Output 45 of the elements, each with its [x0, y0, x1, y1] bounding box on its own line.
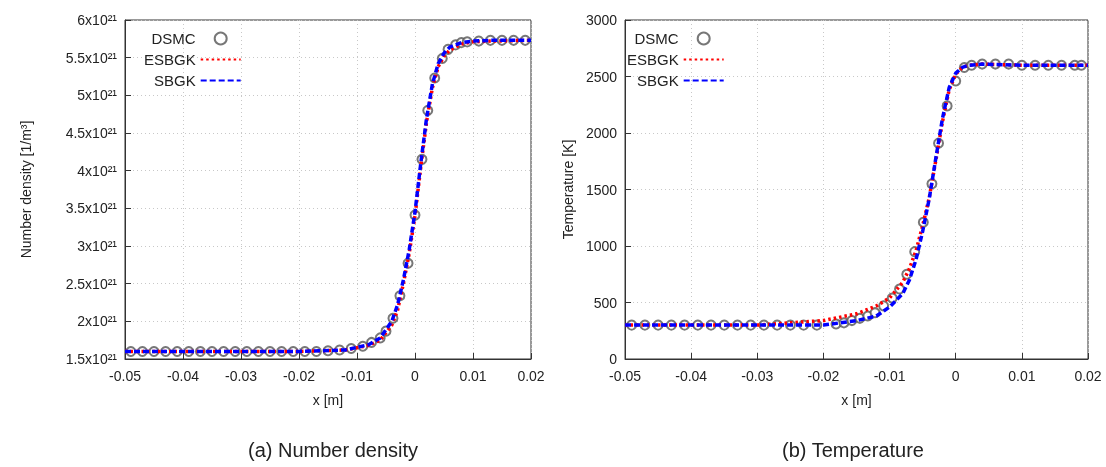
y-tick-label: 2.5x10²¹ — [65, 275, 118, 292]
y-tick-label: 0 — [609, 351, 618, 367]
x-tick-label: -0.03 — [741, 368, 774, 384]
y-tick-label: 3x10²¹ — [77, 238, 118, 254]
x-tick-label: 0.01 — [1008, 368, 1036, 384]
legend-label: ESBGK — [627, 51, 679, 68]
y-tick-label: 1.5x10²¹ — [65, 351, 118, 367]
x-tick-label: 0.02 — [1074, 368, 1102, 384]
x-tick-label: -0.04 — [675, 368, 708, 384]
legend-label: DSMC — [634, 30, 679, 47]
x-tick-label: -0.05 — [109, 368, 142, 384]
x-axis-title: x [m] — [312, 392, 344, 408]
y-tick-label: 1000 — [585, 238, 618, 254]
x-tick-label: -0.05 — [609, 368, 642, 384]
x-axis-title: x [m] — [841, 392, 872, 408]
y-tick-label: 4.5x10²¹ — [65, 125, 118, 141]
y-tick-label: 5x10²¹ — [77, 87, 118, 104]
y-tick-label: 1500 — [585, 181, 618, 198]
legend-label: ESBGK — [144, 51, 196, 68]
x-tick-label: 0 — [411, 368, 420, 384]
y-tick-label: 5.5x10²¹ — [65, 49, 118, 66]
y-tick-label: 500 — [593, 294, 618, 311]
y-tick-label: 3.5x10²¹ — [65, 200, 118, 217]
y-tick-label: 4x10²¹ — [77, 162, 118, 179]
legend-label: SBGK — [154, 72, 196, 89]
x-tick-label: 0 — [951, 368, 960, 384]
y-tick-label: 2x10²¹ — [77, 313, 118, 330]
text: (a) Number density — [247, 439, 419, 461]
x-tick-label: -0.04 — [167, 368, 200, 384]
x-tick-label: -0.01 — [873, 368, 906, 384]
x-tick-label: 0.02 — [517, 368, 545, 384]
y-tick-label: 6x10²¹ — [77, 12, 118, 28]
y-tick-label: 2500 — [585, 68, 618, 85]
x-tick-label: -0.01 — [341, 368, 374, 384]
y-tick-label: 3000 — [585, 12, 618, 28]
y-axis-title: Number density [1/m³] — [18, 120, 34, 259]
legend-label: SBGK — [637, 72, 679, 89]
x-tick-label: -0.02 — [283, 368, 316, 384]
text: (b) Temperature — [782, 439, 924, 461]
x-tick-label: -0.03 — [225, 368, 258, 384]
legend-label: DSMC — [151, 30, 196, 47]
y-axis-title: Temperature [K] — [560, 139, 576, 240]
x-tick-label: -0.02 — [807, 368, 840, 384]
x-tick-label: 0.01 — [459, 368, 487, 384]
y-tick-label: 2000 — [585, 125, 618, 141]
